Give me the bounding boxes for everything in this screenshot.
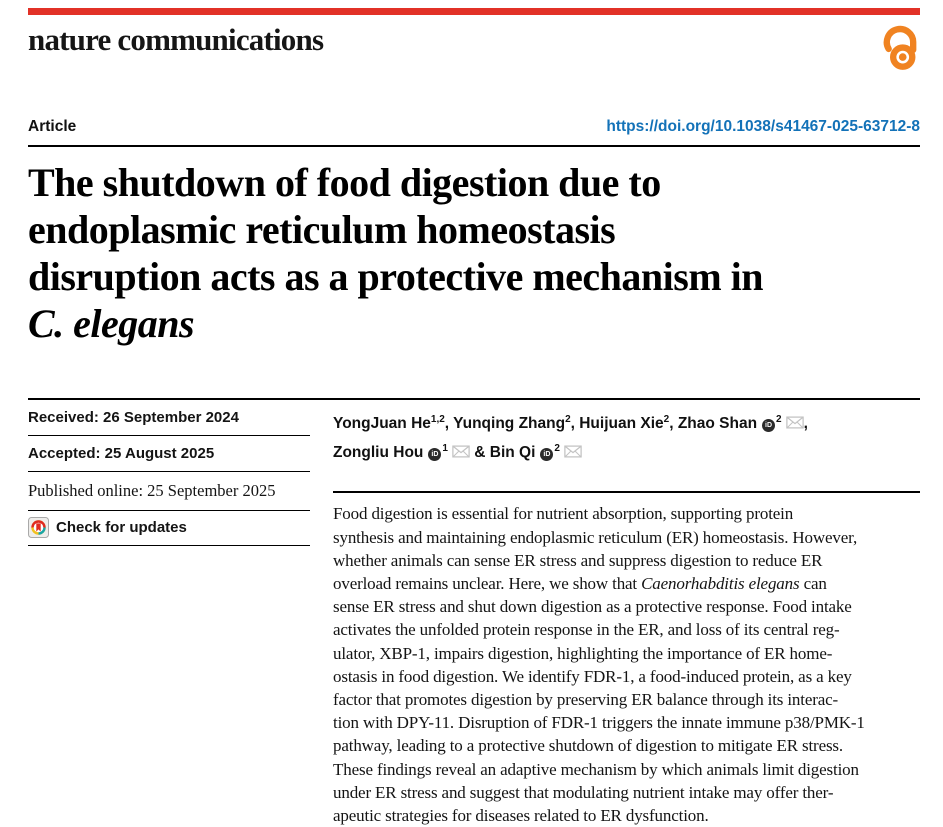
meta-row: Received: 26 September 2024 bbox=[28, 400, 310, 436]
abstract-segment: ulator, XBP-1, impairs digestion, highli… bbox=[333, 643, 833, 663]
affiliation-superscript: 2 bbox=[776, 414, 782, 425]
title-line: C. elegans bbox=[28, 301, 195, 346]
abstract-line: under ER stress and suggest that modulat… bbox=[333, 781, 920, 804]
orcid-icon[interactable]: iD bbox=[540, 448, 554, 462]
orcid-icon[interactable]: iD bbox=[428, 448, 442, 462]
species-name-italic: Caenorhabditis elegans bbox=[641, 573, 800, 593]
abstract-line: apeutic strategies for diseases related … bbox=[333, 804, 920, 827]
author-name: YongJuan He bbox=[333, 415, 431, 433]
brand-bar bbox=[28, 8, 920, 15]
abstract-segment: can bbox=[799, 573, 827, 593]
abstract-line: Food digestion is essential for nutrient… bbox=[333, 502, 920, 525]
title-line: endoplasmic reticulum homeostasis bbox=[28, 207, 616, 252]
abstract-line: factor that promotes digestion by preser… bbox=[333, 688, 920, 711]
affiliation-superscript: 2 bbox=[565, 414, 571, 425]
affiliation-superscript: 1,2 bbox=[430, 414, 445, 425]
author-name: , Huijuan Xie bbox=[570, 415, 664, 433]
abstract-segment: Food digestion is essential for nutrient… bbox=[333, 504, 794, 524]
content-columns: Received: 26 September 2024 Accepted: 25 … bbox=[28, 398, 920, 827]
email-icon[interactable] bbox=[564, 441, 582, 458]
author-line: YongJuan He1,2, Yunqing Zhang2, Huijuan … bbox=[333, 407, 920, 436]
abstract-segment: tion with DPY-11. Disruption of FDR-1 tr… bbox=[333, 713, 865, 733]
abstract-line: pathway, leading to a protective shutdow… bbox=[333, 734, 920, 757]
author-line: Zongliu Hou iD1 & Bin Qi iD2 bbox=[333, 436, 920, 465]
journal-title: nature communications bbox=[28, 22, 324, 57]
abstract-segment: synthesis and maintaining endoplasmic re… bbox=[333, 527, 858, 547]
affiliation-superscript: 2 bbox=[663, 414, 670, 425]
dates-list: Received: 26 September 2024 Accepted: 25 … bbox=[28, 400, 310, 511]
abstract-segment: factor that promotes digestion by preser… bbox=[333, 689, 839, 709]
author-name: & Bin Qi bbox=[469, 444, 536, 462]
affiliation-superscript: 1 bbox=[442, 443, 448, 455]
abstract-line: These findings reveal an adaptive mechan… bbox=[333, 758, 920, 781]
email-icon[interactable] bbox=[785, 412, 804, 429]
article-type-label: Article bbox=[28, 118, 77, 135]
abstract-line: tion with DPY-11. Disruption of FDR-1 tr… bbox=[333, 711, 920, 734]
abstract-segment: whether animals can sense ER stress and … bbox=[333, 550, 823, 570]
title-line: disruption acts as a protective mechanis… bbox=[28, 254, 764, 299]
abstract-segment: These findings reveal an adaptive mechan… bbox=[333, 759, 859, 779]
crossmark-circle-icon bbox=[28, 517, 49, 538]
abstract-segment: apeutic strategies for diseases related … bbox=[333, 805, 709, 825]
abstract-line: whether animals can sense ER stress and … bbox=[333, 549, 920, 572]
author-name: , Yunqing Zhang bbox=[444, 415, 566, 433]
check-for-updates-button[interactable]: Check for updates bbox=[28, 511, 310, 546]
doi-link[interactable]: https://doi.org/10.1038/s41467-025-63712… bbox=[606, 118, 920, 135]
abstract-line: ulator, XBP-1, impairs digestion, highli… bbox=[333, 642, 920, 665]
open-access-icon bbox=[883, 25, 917, 70]
abstract-line: activates the unfolded protein response … bbox=[333, 618, 920, 641]
title-line: The shutdown of food digestion due to bbox=[28, 160, 661, 205]
abstract-line: synthesis and maintaining endoplasmic re… bbox=[333, 526, 920, 549]
author-name: , Zhao Shan bbox=[669, 415, 758, 433]
masthead: nature communications bbox=[28, 22, 920, 71]
main-column: YongJuan He1,2, Yunqing Zhang2, Huijuan … bbox=[333, 400, 920, 827]
article-header-row: Article https://doi.org/10.1038/s41467-0… bbox=[28, 118, 920, 147]
abstract-line: ostasis in food digestion. We identify F… bbox=[333, 665, 920, 688]
meta-row: Published online: 25 September 2025 bbox=[28, 472, 310, 511]
meta-row: Accepted: 25 August 2025 bbox=[28, 436, 310, 472]
abstract-segment: sense ER stress and shut down digestion … bbox=[333, 597, 852, 617]
abstract-segment: overload remains unclear. Here, we show … bbox=[333, 573, 642, 593]
author-name: , bbox=[803, 415, 808, 433]
abstract-segment: pathway, leading to a protective shutdow… bbox=[333, 736, 843, 756]
abstract-text: Food digestion is essential for nutrient… bbox=[333, 502, 920, 827]
author-list: YongJuan He1,2, Yunqing Zhang2, Huijuan … bbox=[333, 400, 920, 465]
abstract-line: sense ER stress and shut down digestion … bbox=[333, 595, 920, 618]
abstract-divider bbox=[333, 491, 920, 494]
check-for-updates-label: Check for updates bbox=[56, 519, 187, 536]
metadata-sidebar: Received: 26 September 2024 Accepted: 25 … bbox=[28, 400, 310, 827]
email-icon[interactable] bbox=[452, 441, 470, 458]
orcid-icon[interactable]: iD bbox=[762, 419, 776, 433]
abstract-segment: under ER stress and suggest that modulat… bbox=[333, 782, 834, 802]
affiliation-superscript: 2 bbox=[554, 443, 560, 455]
abstract-segment: ostasis in food digestion. We identify F… bbox=[333, 666, 852, 686]
article-page: nature communications Article https://do… bbox=[0, 8, 943, 827]
abstract-segment: activates the unfolded protein response … bbox=[333, 620, 840, 640]
author-name: Zongliu Hou bbox=[333, 444, 424, 462]
abstract-line: overload remains unclear. Here, we show … bbox=[333, 572, 920, 595]
page-title: The shutdown of food digestion due to end… bbox=[28, 159, 920, 347]
